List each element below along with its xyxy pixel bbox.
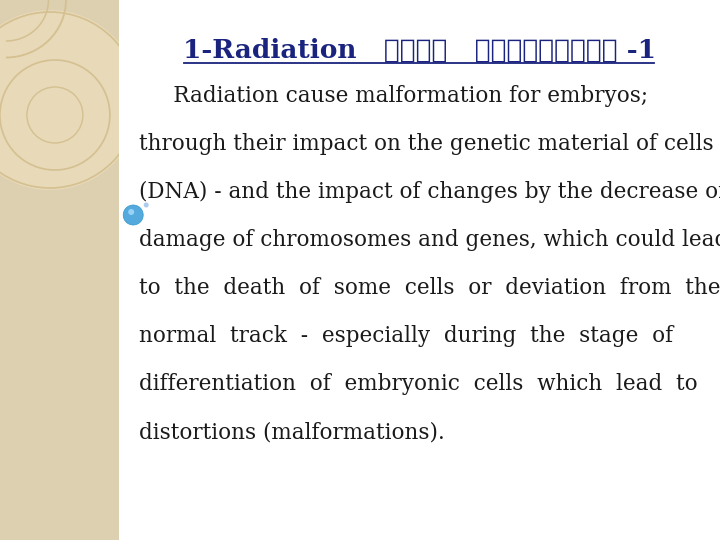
Text: 1-Radiation   ــــ   الإشعاعات ‏-1: 1-Radiation ــــ الإشعاعات ‏-1	[183, 37, 656, 63]
Circle shape	[123, 205, 143, 225]
Text: differentiation  of  embryonic  cells  which  lead  to: differentiation of embryonic cells which…	[139, 373, 698, 395]
Text: normal  track  -  especially  during  the  stage  of: normal track - especially during the sta…	[139, 325, 673, 347]
Bar	[119, 0, 720, 540]
Circle shape	[144, 202, 149, 207]
Text: distortions (malformations).: distortions (malformations).	[139, 421, 444, 443]
Text: to  the  death  of  some  cells  or  deviation  from  the  its: to the death of some cells or deviation …	[139, 277, 720, 299]
Bar	[0, 0, 119, 540]
Text: (DNA) - and the impact of changes by the decrease or: (DNA) - and the impact of changes by the…	[139, 181, 720, 203]
Text: through their impact on the genetic material of cells: through their impact on the genetic mate…	[139, 133, 714, 155]
Text: Radiation cause malformation for embryos;: Radiation cause malformation for embryos…	[139, 85, 648, 107]
Circle shape	[0, 10, 140, 190]
Circle shape	[128, 209, 134, 215]
Text: damage of chromosomes and genes, which could lead: damage of chromosomes and genes, which c…	[139, 229, 720, 251]
